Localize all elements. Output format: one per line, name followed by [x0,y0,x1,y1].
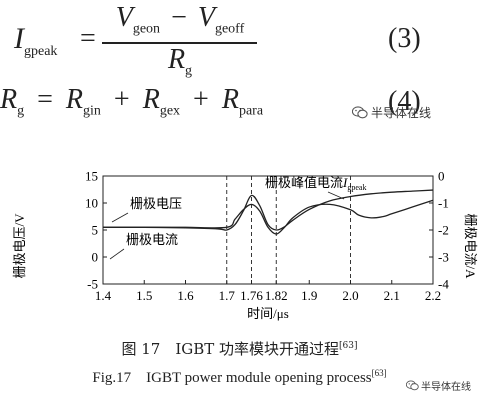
x-tick-label: 2.2 [425,288,441,303]
annotation-peak-current: 栅极峰值电流Igpeak [265,175,366,192]
wechat-icon [406,380,419,391]
y-right-tick-label: 0 [438,169,445,184]
y-left-tick-label: 5 [92,223,99,238]
equation-4: Rg = Rgin + Rgex + Rpara (4) [0,84,479,124]
y-left-tick-label: 10 [85,196,98,211]
y-right-tick-label: -1 [438,196,449,211]
series-lines [102,189,434,235]
y-right-tick-label: -2 [438,223,449,238]
y-left-label: 栅极电压/V [12,213,27,279]
y-right-tick-label: -3 [438,250,449,265]
x-tick-label: 1.4 [95,288,112,303]
watermark-top: 半导体在线 [352,104,431,121]
eq3-lhs: Igpeak [14,22,58,59]
eq3-numerator: Vgeon − Vgeoff [115,2,245,37]
eq4-content: Rg = Rgin + Rgex + Rpara [0,84,264,119]
caption-cn: 图 17 IGBT 功率模块开通过程[63] [121,340,358,358]
caption-en: Fig.17 IGBT power module opening process… [92,368,387,386]
x-tick-label: 2.1 [384,288,400,303]
x-tick-label: 1.6 [177,288,194,303]
eq3-equals: = [80,23,96,54]
y-left-tick-label: -5 [87,277,98,292]
x-tick-label: 1.7 [219,288,236,303]
annotation-current: 栅极电流 [126,232,178,247]
gate-voltage-current-chart: 1.4 1.5 1.6 1.7 1.76 1.82 1.9 2.0 2.1 2.2 -5 0 5 10 1… [12,169,478,322]
annotation-voltage-leader [111,212,129,223]
y-right-tick-label: -4 [438,277,449,292]
x-tick-label: 1.5 [136,288,152,303]
dashed-markers [226,176,351,284]
x-tick-label: 1.82 [265,288,288,303]
annotation-peak-leader [327,191,345,200]
annotation-voltage: 栅极电压 [130,196,182,211]
x-tick-label: 2.0 [342,288,358,303]
x-tick-label: 1.76 [240,288,263,303]
y-right-axis-ticks: -4 -3 -2 -1 0 [429,169,449,292]
wechat-icon [352,106,368,119]
equation-3: Igpeak = Vgeon − Vgeoff Rg (3) [0,0,479,82]
y-right-label: 栅极电流/A [463,213,478,279]
annotation-current-leader [109,248,125,260]
gate-voltage-line [102,189,434,231]
eq3-number: (3) [388,23,421,54]
y-left-axis-ticks: -5 0 5 10 15 [85,169,107,292]
gate-current-line [103,199,434,235]
y-left-tick-label: 0 [92,250,99,265]
x-tick-label: 1.9 [301,288,317,303]
eq3-denominator: Rg [167,44,193,79]
watermark-bottom: 半导体在线 [406,378,471,393]
x-axis-ticks: 1.4 1.5 1.6 1.7 1.76 1.82 1.9 2.0 2.1 2.2 [95,280,441,303]
eq4-number: (4) [388,86,421,117]
y-left-tick-label: 15 [85,169,98,184]
x-axis-label: 时间/μs [247,306,289,321]
eq3-fraction-bar [102,42,257,44]
